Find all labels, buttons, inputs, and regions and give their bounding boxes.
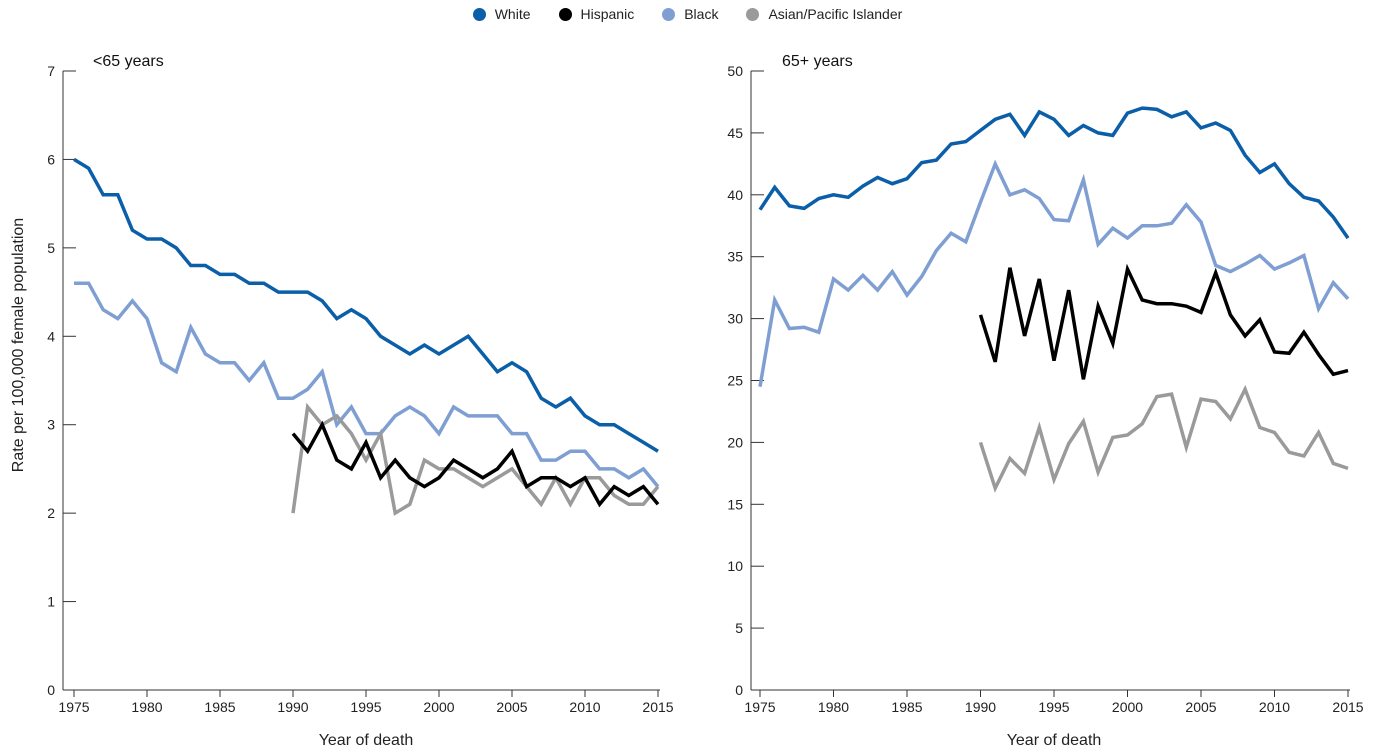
x-tick-label: 2005 [496,699,527,715]
y-tick-label: 6 [47,151,55,167]
x-tick-label: 1975 [744,699,775,715]
legend-swatch-asian-pacific-islander [746,7,760,21]
legend-item-asian-pacific-islander: Asian/Pacific Islander [746,6,902,22]
x-axis-label: Year of death [1007,732,1102,748]
series-line-white [73,157,659,453]
x-tick-label: 1995 [1038,699,1069,715]
x-tick-label: 1990 [965,699,996,715]
x-tick-label: 2015 [642,699,673,715]
x-tick-label: 2015 [1332,699,1363,715]
series-line-black [758,159,1350,387]
chart-title: 65+ years [782,53,853,70]
y-tick-label: 3 [47,417,55,433]
x-axis-label: Year of death [319,732,414,748]
y-tick-label: 35 [727,249,743,265]
y-tick-label: 50 [727,63,743,79]
y-tick-label: 30 [727,311,743,327]
legend-label: Black [684,6,719,22]
legend-label: Hispanic [580,6,635,22]
x-tick-label: 2005 [1185,699,1216,715]
legend-item-hispanic: Hispanic [558,6,635,22]
y-tick-label: 45 [727,125,743,141]
legend-label: White [494,6,531,22]
series-line-white [758,106,1350,240]
chart-panel-under-65: 0 1 2 3 4 5 6 7 1975 1980 1985 1990 1995 2000 2005 2010… [47,53,674,748]
x-tick-label: 1995 [350,699,381,715]
y-axis-label: Rate per 100,000 female population [10,218,27,472]
x-tick-label: 1985 [891,699,922,715]
x-tick-label: 1985 [204,699,235,715]
series-line-black [74,281,660,488]
y-tick-label: 1 [47,594,55,610]
y-tick-label: 0 [735,682,743,698]
legend-swatch-black [662,7,676,21]
y-tick-label: 2 [47,505,55,521]
y-tick-label: 15 [727,496,743,512]
series-line-asian-pacific-islander [978,384,1349,493]
series-line-hispanic [978,263,1349,380]
x-tick-label: 1975 [58,699,89,715]
x-tick-label: 2010 [569,699,600,715]
y-tick-label: 0 [47,682,55,698]
y-tick-label: 20 [727,434,743,450]
legend-swatch-white [472,7,486,21]
y-tick-label: 10 [727,558,743,574]
y-tick-label: 4 [47,328,55,344]
legend-label: Asian/Pacific Islander [768,6,903,22]
y-tick-label: 40 [727,187,743,203]
legend: White Hispanic Black Asian/Pacific Islan… [0,6,1375,22]
y-tick-label: 5 [47,240,55,256]
legend-item-white: White [472,6,531,22]
series-line-hispanic [291,420,660,508]
x-tick-label: 1980 [131,699,162,715]
y-tick-label: 5 [735,620,743,636]
legend-swatch-hispanic [558,7,572,21]
x-tick-label: 2000 [1112,699,1143,715]
chart-title: <65 years [93,53,164,70]
y-tick-label: 7 [47,63,55,79]
x-tick-label: 2000 [423,699,454,715]
series-line-asian-pacific-islander [291,402,660,516]
x-tick-label: 2010 [1259,699,1290,715]
x-tick-label: 1990 [277,699,308,715]
y-tick-label: 25 [727,373,743,389]
chart-panel-65-plus: 0 5 10 15 20 25 30 35 40 45 50 1975 1980 1985 1990 1995… [727,53,1363,748]
x-tick-label: 1980 [818,699,849,715]
legend-item-black: Black [662,6,718,22]
